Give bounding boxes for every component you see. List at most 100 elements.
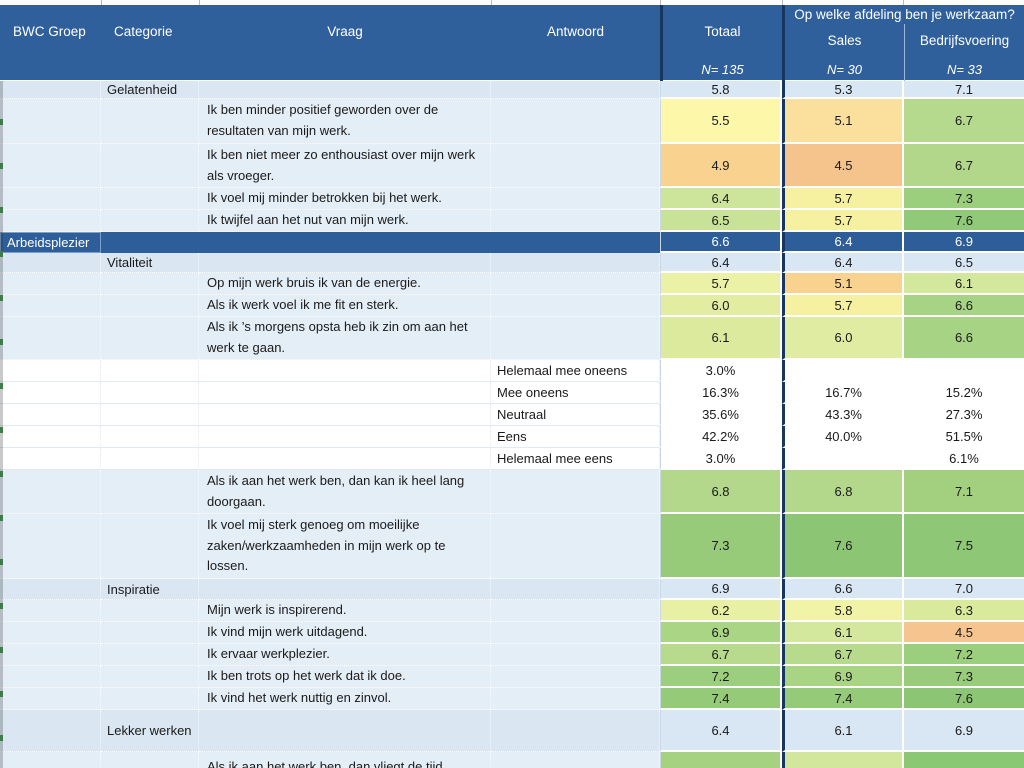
value-cell[interactable]: 6.1 [782, 710, 904, 752]
value-cell[interactable]: 6.9 [782, 666, 904, 688]
value-cell[interactable]: 3.0% [660, 360, 782, 382]
category-label-cell[interactable]: Gelatenheid [101, 81, 199, 99]
value-cell[interactable] [904, 360, 1024, 382]
answer-label-cell[interactable]: Mee oneens [491, 382, 660, 404]
value-cell[interactable]: 7.6 [782, 514, 904, 579]
value-cell[interactable]: 4.9 [660, 144, 782, 188]
cell[interactable] [101, 426, 199, 448]
value-cell[interactable]: 6.4 [782, 232, 904, 253]
cell[interactable] [0, 622, 101, 644]
value-cell[interactable]: 5.7 [782, 188, 904, 210]
cell[interactable] [491, 295, 660, 317]
cell[interactable] [101, 448, 199, 470]
header-totaal-n[interactable]: N= 135 [660, 57, 782, 81]
header-totaal[interactable]: Totaal [660, 5, 782, 57]
cell[interactable] [0, 81, 101, 99]
cell[interactable] [199, 360, 491, 382]
cell[interactable] [101, 644, 199, 666]
cell[interactable] [491, 579, 660, 600]
value-cell[interactable] [782, 448, 904, 470]
value-cell[interactable]: 5.8 [782, 600, 904, 622]
header-bedrijfsvoering[interactable]: Bedrijfsvoering [904, 24, 1024, 57]
cell[interactable] [0, 710, 101, 752]
value-cell[interactable]: 6.7 [782, 644, 904, 666]
value-cell[interactable] [660, 752, 782, 768]
value-cell[interactable] [904, 752, 1024, 768]
value-cell[interactable]: 42.2% [660, 426, 782, 448]
question-label-cell[interactable]: Ik ben niet meer zo enthousiast over mij… [199, 144, 491, 188]
question-label-cell[interactable]: Ik voel mij minder betrokken bij het wer… [199, 188, 491, 210]
question-label-cell[interactable]: Mijn werk is inspirerend. [199, 600, 491, 622]
cell[interactable] [101, 752, 199, 768]
value-cell[interactable]: 4.5 [904, 622, 1024, 644]
header-vraag[interactable]: Vraag [327, 23, 363, 39]
cell[interactable] [491, 622, 660, 644]
cell[interactable] [101, 514, 199, 579]
cell[interactable] [491, 81, 660, 99]
cell[interactable] [199, 448, 491, 470]
question-label-cell[interactable]: Ik vind het werk nuttig en zinvol. [199, 688, 491, 710]
value-cell[interactable]: 6.4 [660, 188, 782, 210]
value-cell[interactable]: 6.4 [660, 253, 782, 273]
question-label-cell[interactable]: Ik twijfel aan het nut van mijn werk. [199, 210, 491, 232]
value-cell[interactable]: 51.5% [904, 426, 1024, 448]
category-label-cell[interactable]: Vitaliteit [101, 253, 199, 273]
value-cell[interactable]: 6.7 [660, 644, 782, 666]
value-cell[interactable] [782, 360, 904, 382]
cell[interactable] [101, 622, 199, 644]
cell[interactable] [0, 470, 101, 514]
cell[interactable] [101, 232, 199, 253]
question-label-cell[interactable]: Ik voel mij sterk genoeg om moeilijke za… [199, 514, 491, 579]
value-cell[interactable]: 5.7 [660, 273, 782, 295]
question-label-cell[interactable]: Ik ben minder positief geworden over de … [199, 99, 491, 144]
cell[interactable] [491, 99, 660, 144]
question-label-cell[interactable]: Ik ervaar werkplezier. [199, 644, 491, 666]
category-label-cell[interactable]: Inspiratie [101, 579, 199, 600]
value-cell[interactable]: 6.5 [660, 210, 782, 232]
value-cell[interactable]: 6.8 [660, 470, 782, 514]
question-label-cell[interactable]: Als ik ’s morgens opsta heb ik zin om aa… [199, 317, 491, 360]
value-cell[interactable]: 7.0 [904, 579, 1024, 600]
cell[interactable] [491, 188, 660, 210]
cell[interactable] [0, 666, 101, 688]
question-label-cell[interactable]: Op mijn werk bruis ik van de energie. [199, 273, 491, 295]
cell[interactable] [0, 317, 101, 360]
value-cell[interactable]: 6.1 [904, 273, 1024, 295]
cell[interactable] [0, 514, 101, 579]
question-label-cell[interactable]: Als ik aan het werk ben, dan kan ik heel… [199, 470, 491, 514]
header-sales-n[interactable]: N= 30 [782, 57, 904, 81]
header-bwc-groep[interactable]: BWC Groep [13, 23, 86, 39]
value-cell[interactable] [782, 752, 904, 768]
cell[interactable] [491, 470, 660, 514]
cell[interactable] [0, 426, 101, 448]
cell[interactable] [0, 752, 101, 768]
cell[interactable] [101, 470, 199, 514]
cell[interactable] [491, 144, 660, 188]
value-cell[interactable]: 6.6 [660, 232, 782, 253]
value-cell[interactable]: 15.2% [904, 382, 1024, 404]
header-sales[interactable]: Sales [782, 24, 904, 57]
cell[interactable] [491, 273, 660, 295]
cell[interactable] [101, 295, 199, 317]
cell[interactable] [199, 81, 491, 99]
value-cell[interactable]: 7.3 [904, 666, 1024, 688]
cell[interactable] [0, 404, 101, 426]
value-cell[interactable]: 6.0 [660, 295, 782, 317]
value-cell[interactable]: 5.8 [660, 81, 782, 99]
value-cell[interactable]: 4.5 [782, 144, 904, 188]
value-cell[interactable]: 7.6 [904, 210, 1024, 232]
cell[interactable] [0, 579, 101, 600]
cell[interactable] [199, 404, 491, 426]
cell[interactable] [101, 688, 199, 710]
value-cell[interactable]: 7.4 [660, 688, 782, 710]
cell[interactable] [101, 273, 199, 295]
cell[interactable] [0, 99, 101, 144]
cell[interactable] [491, 644, 660, 666]
value-cell[interactable]: 5.1 [782, 99, 904, 144]
cell[interactable] [0, 210, 101, 232]
value-cell[interactable]: 5.5 [660, 99, 782, 144]
cell[interactable] [199, 232, 491, 253]
cell[interactable] [491, 317, 660, 360]
value-cell[interactable]: 6.9 [904, 232, 1024, 253]
cell[interactable] [0, 382, 101, 404]
